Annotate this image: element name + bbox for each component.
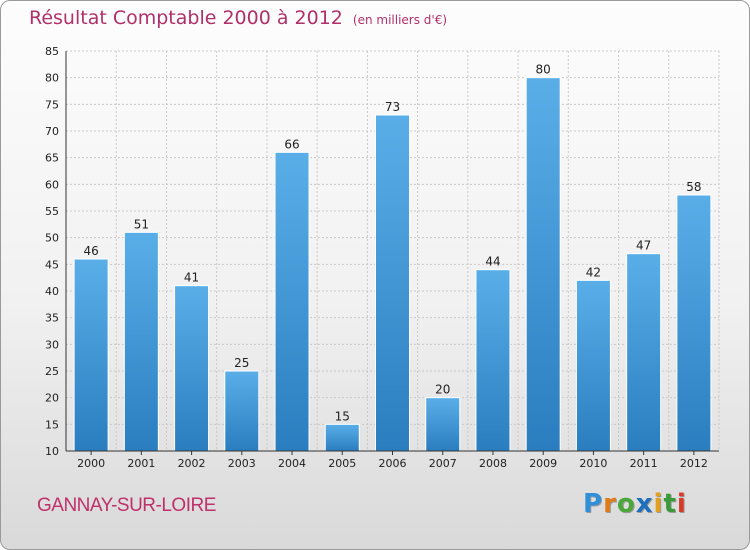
data-label: 47 — [636, 239, 651, 253]
data-label: 41 — [184, 271, 199, 285]
y-tick-label: 35 — [45, 312, 59, 325]
data-label: 51 — [134, 217, 149, 231]
bar — [626, 253, 662, 452]
y-tick-label: 70 — [45, 125, 59, 138]
bar — [575, 279, 611, 452]
x-tick-label: 2009 — [529, 457, 557, 470]
x-tick-label: 2004 — [278, 457, 306, 470]
bar — [425, 397, 461, 452]
x-tick-label: 2006 — [379, 457, 407, 470]
bar — [174, 285, 210, 452]
bar — [475, 269, 511, 452]
y-tick-label: 15 — [45, 418, 59, 431]
x-tick-label: 2012 — [680, 457, 708, 470]
y-tick-label: 55 — [45, 205, 59, 218]
y-tick-label: 60 — [45, 178, 59, 191]
bar — [73, 258, 109, 452]
y-tick-label: 75 — [45, 98, 59, 111]
chart-subtitle: (en milliers d'€) — [352, 13, 448, 27]
y-tick-label: 20 — [45, 392, 59, 405]
data-label: 58 — [686, 180, 701, 194]
y-tick-label: 10 — [45, 445, 59, 458]
bar — [375, 114, 410, 452]
bar — [123, 231, 159, 452]
data-label: 42 — [586, 265, 601, 279]
logo-letter: t — [663, 489, 677, 519]
x-tick-label: 2010 — [579, 457, 607, 470]
bar — [324, 423, 360, 452]
x-tick-label: 2007 — [429, 457, 457, 470]
x-tick-label: 2001 — [127, 457, 155, 470]
logo-letter: o — [616, 489, 636, 519]
x-tick-label: 2011 — [630, 457, 658, 470]
logo-letter: r — [603, 489, 617, 519]
chart-title-text: Résultat Comptable 2000 à 2012 — [29, 7, 343, 29]
data-label: 73 — [385, 100, 400, 114]
data-label: 46 — [83, 244, 98, 258]
bar — [224, 370, 260, 452]
data-label: 20 — [435, 383, 450, 397]
data-label: 44 — [485, 255, 500, 269]
chart-title: Résultat Comptable 2000 à 2012 (en millie… — [29, 7, 447, 29]
data-label: 15 — [335, 409, 350, 423]
y-tick-label: 30 — [45, 338, 59, 351]
axes: 10 15 20 25 30 35 40 45 50 55 60 65 70 75 80 85 2000 2001… — [45, 45, 719, 470]
city-name: GANNAY-SUR-LOIRE — [37, 495, 216, 516]
y-tick-label: 50 — [45, 232, 59, 245]
logo-letter: i — [676, 489, 687, 519]
x-tick-label: 2000 — [77, 457, 105, 470]
bars: 46 51 41 25 66 15 73 20 44 80 42 47 58 — [73, 63, 712, 452]
x-tick-label: 2003 — [228, 457, 256, 470]
proxiti-logo[interactable]: Proxiti — [583, 489, 687, 519]
y-tick-label: 40 — [45, 285, 59, 298]
data-label: 80 — [536, 63, 551, 77]
x-tick-label: 2002 — [178, 457, 206, 470]
data-label: 66 — [284, 137, 299, 151]
bar — [676, 194, 712, 452]
bar — [525, 77, 561, 452]
y-tick-label: 45 — [45, 258, 59, 271]
y-tick-label: 25 — [45, 365, 59, 378]
x-tick-label: 2005 — [328, 457, 356, 470]
y-tick-label: 80 — [45, 72, 59, 85]
bar — [274, 151, 310, 452]
logo-letter: i — [653, 489, 664, 519]
y-tick-label: 65 — [45, 152, 59, 165]
y-tick-label: 85 — [45, 45, 59, 58]
data-label: 25 — [234, 356, 249, 370]
logo-letter: x — [635, 489, 654, 519]
logo-letter: P — [583, 489, 604, 519]
x-tick-label: 2008 — [479, 457, 507, 470]
